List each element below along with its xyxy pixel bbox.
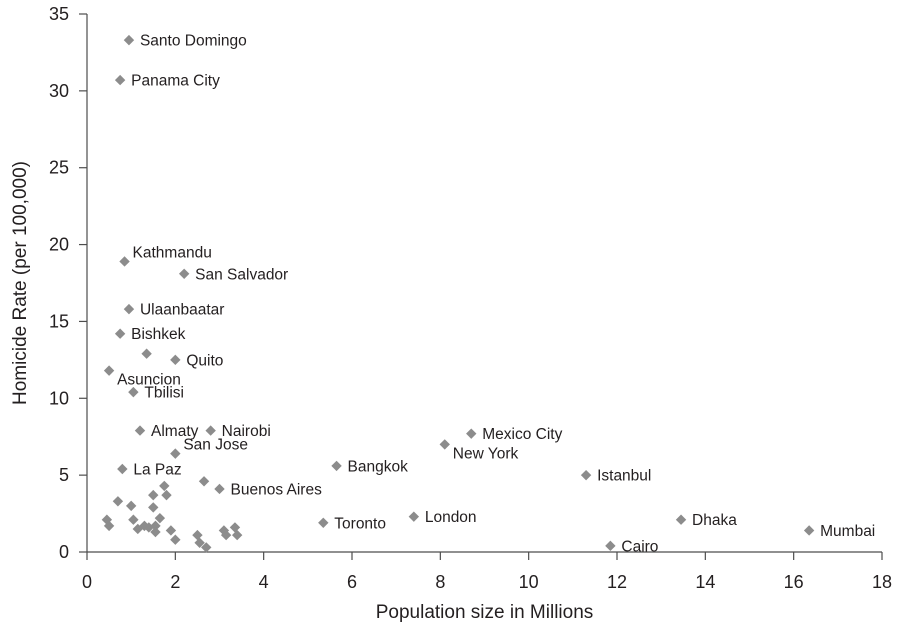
data-point <box>112 496 124 507</box>
data-label: Santo Domingo <box>140 33 247 50</box>
data-point <box>803 525 815 536</box>
data-point <box>439 439 450 450</box>
data-point <box>150 526 161 538</box>
x-ticks: 0 2 4 6 8 10 12 14 16 18 <box>82 552 892 592</box>
data-point <box>159 480 170 492</box>
data-point <box>161 489 172 501</box>
data-label: Buenos Aires <box>231 481 323 498</box>
data-point <box>148 489 159 501</box>
data-point <box>154 512 166 524</box>
data-point <box>194 537 205 548</box>
data-label: Quito <box>186 352 223 369</box>
data-point <box>128 514 139 525</box>
data-point <box>231 529 243 541</box>
y-tick-label: 10 <box>49 388 69 408</box>
data-label: Toronto <box>334 515 386 532</box>
data-point <box>141 348 152 359</box>
data-point <box>675 514 687 525</box>
data-label: Bishkek <box>131 326 186 343</box>
data-point <box>170 354 181 366</box>
data-point <box>205 425 216 436</box>
data-point <box>123 303 135 315</box>
data-point <box>170 534 181 545</box>
data-point <box>198 476 210 487</box>
data-point <box>466 428 477 439</box>
data-point <box>178 268 190 279</box>
data-label: Mumbai <box>820 523 875 540</box>
data-label: Tbilisi <box>144 385 184 402</box>
y-tick-label: 35 <box>49 4 69 24</box>
data-point <box>134 425 146 436</box>
data-point <box>192 529 203 541</box>
data-point <box>123 34 135 46</box>
data-label: La Paz <box>133 461 181 478</box>
data-point <box>170 448 181 459</box>
data-point <box>114 328 126 339</box>
data-point <box>150 520 161 532</box>
data-label: Asuncion <box>117 372 181 389</box>
data-label: London <box>425 509 477 526</box>
data-point <box>165 525 177 536</box>
data-label: Ulaanbaatar <box>140 302 224 319</box>
x-axis-title: Population size in Millions <box>376 602 594 623</box>
data-label: San Jose <box>183 437 248 454</box>
data-point <box>103 520 115 532</box>
data-label: Cairo <box>621 538 658 555</box>
data-label: Dhaka <box>692 512 737 529</box>
y-tick-label: 25 <box>49 158 69 178</box>
x-tick-label: 16 <box>784 572 804 592</box>
y-tick-label: 15 <box>49 311 69 331</box>
data-point <box>148 502 159 513</box>
data-point <box>103 365 115 376</box>
x-tick-label: 14 <box>695 572 715 592</box>
x-tick-label: 4 <box>259 572 269 592</box>
data-label: New York <box>453 445 519 462</box>
data-point <box>331 460 342 472</box>
data-point <box>125 500 137 512</box>
data-labels: Santo Domingo Panama City Kathmandu San Sal… <box>117 33 875 556</box>
y-axis-title: Homicide Rate (per 100,000) <box>10 161 31 405</box>
data-point <box>101 514 113 525</box>
data-points <box>101 34 815 553</box>
axes <box>86 14 882 553</box>
data-point <box>408 511 420 522</box>
data-point <box>119 256 130 267</box>
x-tick-label: 8 <box>435 572 445 592</box>
y-tick-label: 20 <box>49 235 69 255</box>
data-point <box>318 517 329 528</box>
data-point <box>128 386 139 398</box>
data-label: San Salvador <box>195 266 288 283</box>
data-point <box>220 529 232 541</box>
data-point <box>605 540 616 552</box>
data-label: Kathmandu <box>133 244 212 261</box>
data-point <box>114 74 126 86</box>
data-point <box>117 463 128 475</box>
y-tick-label: 5 <box>59 465 69 485</box>
data-point <box>143 522 155 533</box>
x-tick-label: 2 <box>170 572 180 592</box>
x-tick-label: 12 <box>607 572 627 592</box>
y-ticks: 0 5 10 15 20 25 30 35 <box>49 4 87 562</box>
data-label: Mexico City <box>482 426 562 443</box>
x-tick-label: 0 <box>82 572 92 592</box>
data-label: Istanbul <box>597 468 651 485</box>
x-tick-label: 10 <box>519 572 539 592</box>
x-tick-label: 6 <box>347 572 357 592</box>
x-tick-label: 18 <box>872 572 892 592</box>
data-point <box>214 483 225 495</box>
data-point <box>218 525 230 536</box>
data-point <box>580 469 592 481</box>
data-point <box>201 542 212 553</box>
data-label: Almaty <box>151 423 199 440</box>
y-tick-label: 30 <box>49 81 69 101</box>
data-label: Panama City <box>131 73 220 90</box>
data-point <box>229 522 241 533</box>
data-label: Bangkok <box>348 458 409 475</box>
y-tick-label: 0 <box>59 542 69 562</box>
data-label: Nairobi <box>222 423 271 440</box>
